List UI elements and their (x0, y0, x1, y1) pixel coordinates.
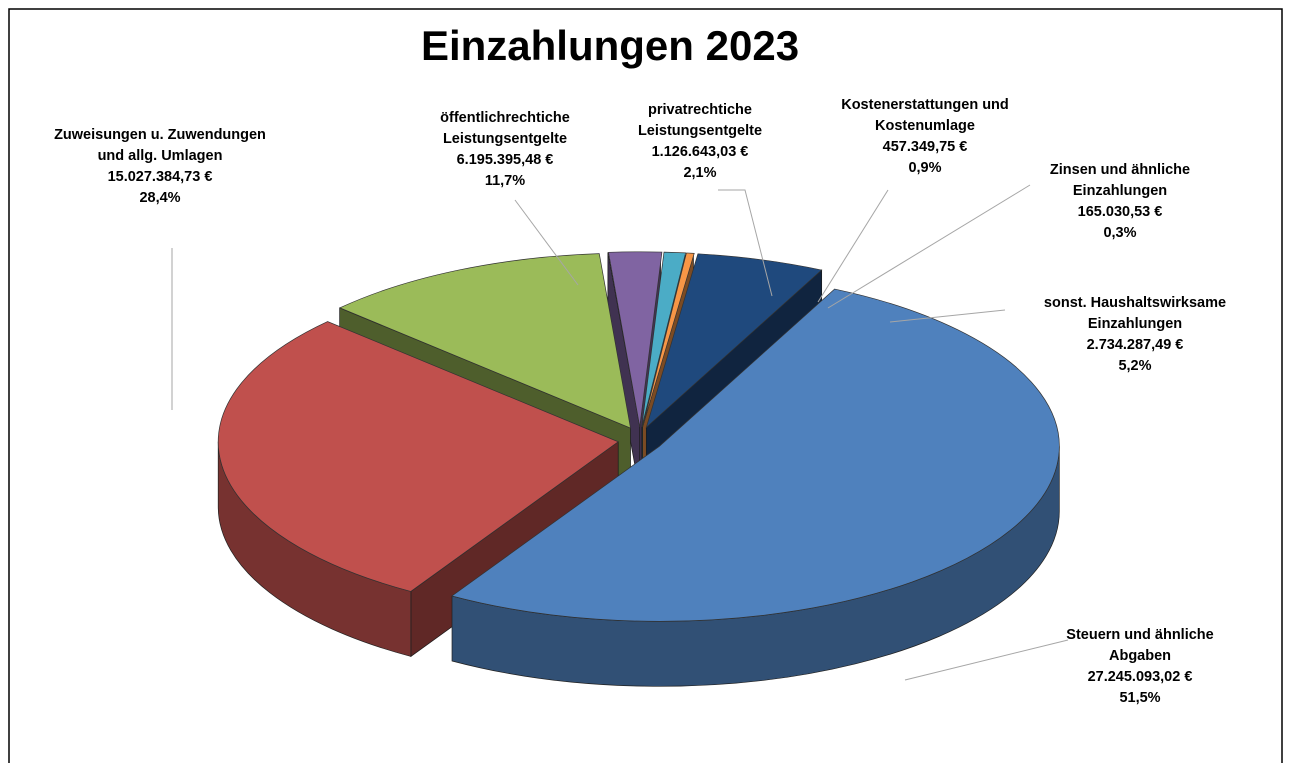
label-category: sonst. Haushaltswirksame Einzahlungen (1043, 295, 1227, 332)
leader-line (514, 199, 579, 286)
leader-lines (171, 184, 1069, 681)
leader-line (817, 189, 889, 303)
label-category: Zuweisungen u. Zuwendungen und allg. Uml… (54, 127, 266, 164)
slice (451, 288, 1060, 622)
data-label: sonst. Haushaltswirksame Einzahlungen 2.7… (1010, 293, 1260, 377)
frame (8, 8, 1283, 763)
data-label: öffentlichrechtiche Leistungsentgelte 6.1… (395, 108, 615, 192)
chart-title: Einzahlungen 2023 (420, 22, 800, 69)
leader-line (718, 189, 773, 297)
data-label: Zuweisungen u. Zuwendungen und allg. Uml… (45, 125, 275, 209)
label-amount: 6.195.395,48 € (456, 152, 554, 168)
label-amount: 2.734.287,49 € (1086, 337, 1184, 353)
leader-line (889, 309, 1006, 323)
data-label: Zinsen und ähnliche Einzahlungen 165.030,… (1025, 160, 1215, 244)
slice (642, 252, 695, 427)
label-percent: 11,7% (484, 173, 526, 189)
leader-line (904, 639, 1069, 681)
label-percent: 0,3% (1103, 225, 1137, 241)
label-amount: 27.245.093,02 € (1087, 669, 1193, 685)
label-percent: 28,4% (139, 190, 181, 206)
label-category: Zinsen und ähnliche Einzahlungen (1049, 162, 1191, 199)
label-category: Steuern und ähnliche Abgaben (1066, 627, 1214, 664)
leader-line (827, 184, 1031, 309)
label-category: Kostenerstattungen und Kostenumlage (841, 97, 1009, 134)
data-label: Steuern und ähnliche Abgaben 27.245.093,0… (1050, 625, 1230, 709)
label-amount: 1.126.643,03 € (651, 144, 749, 160)
label-percent: 51,5% (1119, 690, 1161, 706)
slice (641, 251, 687, 427)
label-percent: 5,2% (1118, 358, 1152, 374)
label-amount: 457.349,75 € (882, 139, 968, 155)
label-amount: 165.030,53 € (1077, 204, 1163, 220)
label-category: privatrechtiche Leistungsentgelte (637, 102, 763, 139)
label-percent: 2,1% (683, 165, 717, 181)
slice (645, 253, 823, 429)
slice (339, 253, 631, 429)
data-label: privatrechtiche Leistungsentgelte 1.126.6… (600, 100, 800, 184)
pie (217, 251, 1060, 687)
label-category: öffentlichrechtiche Leistungsentgelte (440, 110, 570, 147)
label-percent: 0,9% (908, 160, 942, 176)
slice (608, 251, 663, 427)
slice (217, 321, 619, 592)
data-label: Kostenerstattungen und Kostenumlage 457.3… (810, 95, 1040, 179)
label-amount: 15.027.384,73 € (107, 169, 213, 185)
